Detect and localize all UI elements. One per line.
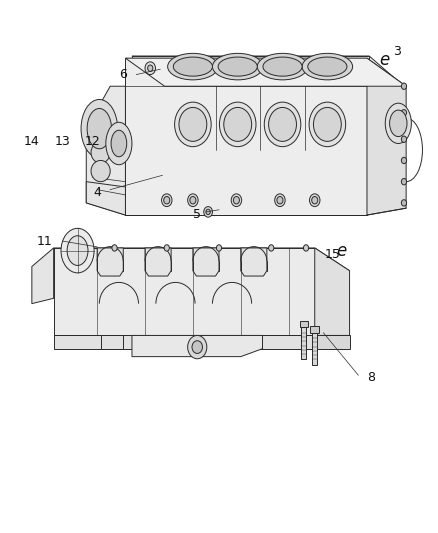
Circle shape [312,197,318,204]
Text: 8: 8 [367,372,375,384]
Circle shape [401,136,406,142]
Polygon shape [53,248,315,335]
Circle shape [187,194,198,207]
Ellipse shape [175,102,211,147]
Ellipse shape [218,57,257,76]
Polygon shape [367,58,406,215]
Circle shape [310,194,320,207]
Text: e: e [336,241,346,260]
Circle shape [277,197,283,204]
Text: 12: 12 [85,135,101,148]
Text: 15: 15 [324,248,340,261]
Text: 14: 14 [24,135,40,148]
Polygon shape [32,248,53,304]
Ellipse shape [224,108,252,141]
Polygon shape [132,56,369,214]
Circle shape [162,194,172,207]
Ellipse shape [390,110,407,136]
Ellipse shape [309,102,346,147]
Polygon shape [125,58,367,215]
Ellipse shape [61,228,94,273]
Ellipse shape [264,102,301,147]
Circle shape [304,245,309,251]
Polygon shape [301,327,307,359]
Text: 6: 6 [119,68,127,81]
Circle shape [164,197,170,204]
Text: 11: 11 [37,235,53,247]
Circle shape [190,197,196,204]
Circle shape [145,62,155,75]
Polygon shape [311,326,319,333]
Circle shape [148,65,153,71]
Polygon shape [86,182,125,215]
Ellipse shape [257,53,308,80]
Text: 13: 13 [54,135,70,148]
Ellipse shape [91,160,110,182]
Polygon shape [132,56,404,86]
Ellipse shape [179,108,207,141]
Ellipse shape [67,236,88,265]
Circle shape [401,179,406,185]
Circle shape [401,200,406,206]
Polygon shape [86,86,125,215]
Ellipse shape [219,102,256,147]
Polygon shape [193,248,219,276]
Ellipse shape [111,130,127,157]
Polygon shape [97,248,123,276]
Text: 3: 3 [393,45,401,58]
Circle shape [216,245,222,251]
Ellipse shape [308,57,347,76]
Ellipse shape [87,109,112,149]
Polygon shape [300,321,308,327]
Circle shape [192,341,202,353]
Polygon shape [315,248,350,335]
Circle shape [275,194,285,207]
Polygon shape [132,335,262,357]
Polygon shape [102,335,123,349]
Ellipse shape [212,53,263,80]
Circle shape [401,110,406,116]
Ellipse shape [263,57,302,76]
Polygon shape [53,248,350,271]
Polygon shape [315,335,350,349]
Text: e: e [379,51,389,69]
Circle shape [204,207,212,217]
Ellipse shape [81,100,117,158]
Polygon shape [125,58,406,86]
Ellipse shape [91,142,110,163]
Circle shape [164,245,170,251]
Circle shape [401,83,406,90]
Circle shape [187,335,207,359]
Ellipse shape [385,103,411,143]
Ellipse shape [268,108,297,141]
Circle shape [233,197,240,204]
Text: 5: 5 [193,208,201,221]
Ellipse shape [173,57,212,76]
Polygon shape [312,333,318,365]
Circle shape [206,209,210,215]
Ellipse shape [168,53,218,80]
Ellipse shape [302,53,353,80]
Circle shape [268,245,274,251]
Polygon shape [145,248,171,276]
Polygon shape [241,248,267,276]
Circle shape [68,245,74,251]
Ellipse shape [314,108,341,141]
Text: 4: 4 [93,186,101,199]
Circle shape [231,194,242,207]
Polygon shape [53,335,315,349]
Circle shape [401,157,406,164]
Ellipse shape [106,122,132,165]
Circle shape [112,245,117,251]
